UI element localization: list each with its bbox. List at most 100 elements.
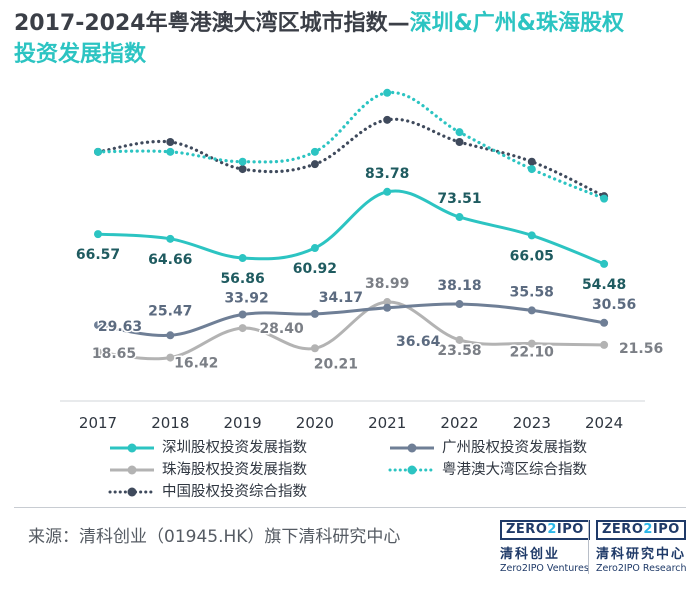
point-china-2021	[383, 115, 392, 124]
title-line1: 2017-2024年粤港澳大湾区城市指数—	[14, 11, 410, 36]
point-china-2019	[238, 165, 247, 174]
point-gba-2019	[238, 157, 247, 166]
logo-zero2ipo-ventures: ZERO2IPO 清科创业 Zero2IPO Ventures	[500, 518, 590, 574]
point-china-2023	[527, 157, 536, 166]
legend-marker-shenzhen	[110, 443, 154, 453]
x-tick-label-2022: 2022	[440, 414, 478, 430]
point-shenzhen-2022	[455, 213, 464, 222]
data-label-shenzhen-2022: 73.51	[437, 191, 481, 207]
series-line-gba	[96, 91, 606, 201]
x-tick-label-2021: 2021	[368, 414, 406, 430]
point-zhuhai-2018	[166, 353, 175, 362]
series-line-zhuhai	[97, 300, 605, 361]
title-highlight-line2: 投资发展指数	[14, 42, 147, 67]
point-guangzhou-2018	[166, 331, 175, 340]
data-label-guangzhou-2017: 29.63	[98, 319, 142, 335]
point-gba-2022	[455, 128, 464, 137]
point-zhuhai-2017	[94, 348, 102, 357]
point-guangzhou-2017	[94, 321, 102, 330]
point-guangzhou-2023	[527, 306, 536, 315]
logo-wordmark-ventures: ZERO2IPO	[500, 520, 590, 540]
point-shenzhen-2024	[600, 259, 609, 268]
data-label-zhuhai-2021: 38.99	[365, 276, 409, 292]
x-tick-label-2019: 2019	[224, 414, 262, 430]
legend-label-china: 中国股权投资综合指数	[162, 484, 307, 500]
point-gba-2023	[527, 165, 536, 174]
data-label-zhuhai-2024: 21.56	[619, 341, 663, 357]
data-label-guangzhou-2018: 25.47	[148, 303, 192, 319]
series-line-china	[96, 117, 606, 198]
point-shenzhen-2018	[166, 234, 175, 243]
logo-separator	[588, 520, 589, 574]
x-tick-label-2017: 2017	[79, 414, 117, 430]
x-tick-label-2018: 2018	[151, 414, 189, 430]
point-gba-2020	[310, 147, 319, 156]
legend-marker-zhuhai	[110, 465, 154, 475]
chart-title: 2017-2024年粤港澳大湾区城市指数—深圳&广州&珠海股权 投资发展指数	[14, 8, 686, 70]
data-label-zhuhai-2018: 16.42	[174, 356, 218, 372]
series-line-shenzhen	[97, 189, 605, 266]
legend-marker-guangzhou	[390, 443, 434, 453]
data-label-shenzhen-2021: 83.78	[365, 166, 409, 182]
x-tick-label-2020: 2020	[296, 414, 334, 430]
logo-wordmark-research: ZERO2IPO	[596, 520, 686, 540]
logo-en-ventures: Zero2IPO Ventures	[500, 563, 589, 574]
point-zhuhai-2023	[527, 339, 536, 348]
point-shenzhen-2019	[238, 254, 247, 263]
logo-cn-research: 清科研究中心	[596, 547, 687, 562]
point-shenzhen-2021	[383, 187, 392, 196]
point-guangzhou-2021	[383, 303, 392, 312]
legend-marker-gba	[388, 465, 436, 475]
data-label-shenzhen-2024: 54.48	[582, 277, 626, 293]
data-label-shenzhen-2018: 64.66	[148, 252, 192, 268]
data-label-shenzhen-2017: 66.57	[76, 247, 120, 263]
point-shenzhen-2017	[94, 230, 102, 239]
data-label-shenzhen-2020: 60.92	[293, 261, 337, 277]
data-label-guangzhou-2021: 36.64	[396, 334, 441, 350]
legend-label-shenzhen: 深圳股权投资发展指数	[162, 440, 307, 456]
point-guangzhou-2022	[455, 300, 464, 309]
data-label-zhuhai-2020: 20.21	[314, 356, 358, 372]
x-tick-label-2023: 2023	[513, 414, 551, 430]
data-label-shenzhen-2019: 56.86	[220, 271, 264, 287]
point-gba-2021	[383, 88, 392, 97]
x-tick-label-2024: 2024	[585, 414, 623, 430]
data-label-zhuhai-2022: 23.58	[437, 343, 481, 359]
legend-marker-china	[108, 487, 156, 497]
data-label-guangzhou-2023: 35.58	[510, 284, 554, 300]
data-label-zhuhai-2023: 22.10	[510, 345, 555, 361]
logo-en-research: Zero2IPO Research	[596, 563, 687, 574]
legend-label-zhuhai: 珠海股权投资发展指数	[162, 462, 307, 478]
point-zhuhai-2020	[310, 344, 319, 353]
point-guangzhou-2019	[238, 310, 247, 319]
point-gba-2024	[600, 194, 609, 203]
series-line-guangzhou	[97, 302, 605, 338]
data-label-guangzhou-2019: 33.92	[224, 291, 268, 307]
data-label-guangzhou-2024: 30.56	[592, 297, 636, 313]
point-gba-2018	[166, 147, 175, 156]
legend-label-gba: 粤港澳大湾区综合指数	[442, 462, 587, 478]
point-guangzhou-2024	[600, 318, 609, 327]
legend-label-guangzhou: 广州股权投资发展指数	[442, 440, 587, 456]
data-label-guangzhou-2020: 34.17	[319, 290, 363, 306]
point-china-2018	[166, 138, 175, 146]
data-label-zhuhai-2019: 28.40	[259, 321, 304, 337]
data-label-zhuhai-2017: 18.65	[92, 346, 136, 362]
logo-zero2ipo-research: ZERO2IPO 清科研究中心 Zero2IPO Research	[596, 518, 687, 574]
point-zhuhai-2021	[383, 298, 392, 307]
line-chart: 2017 2018 2019 2020 2021 2022 2023 2024 18.65 16.…	[60, 88, 665, 430]
point-shenzhen-2023	[527, 231, 536, 240]
point-shenzhen-2020	[310, 244, 319, 253]
point-gba-2017	[94, 147, 102, 156]
point-zhuhai-2022	[455, 335, 464, 344]
source-note: 来源：清科创业（01945.HK）旗下清科研究中心	[28, 527, 401, 547]
point-zhuhai-2024	[600, 340, 609, 349]
point-zhuhai-2019	[238, 324, 247, 333]
point-china-2022	[455, 138, 464, 146]
data-label-shenzhen-2023: 66.05	[510, 248, 554, 264]
footer-divider	[14, 507, 686, 508]
data-label-guangzhou-2022: 38.18	[437, 278, 481, 294]
logo-cn-ventures: 清科创业	[500, 547, 561, 562]
point-guangzhou-2020	[310, 309, 319, 318]
